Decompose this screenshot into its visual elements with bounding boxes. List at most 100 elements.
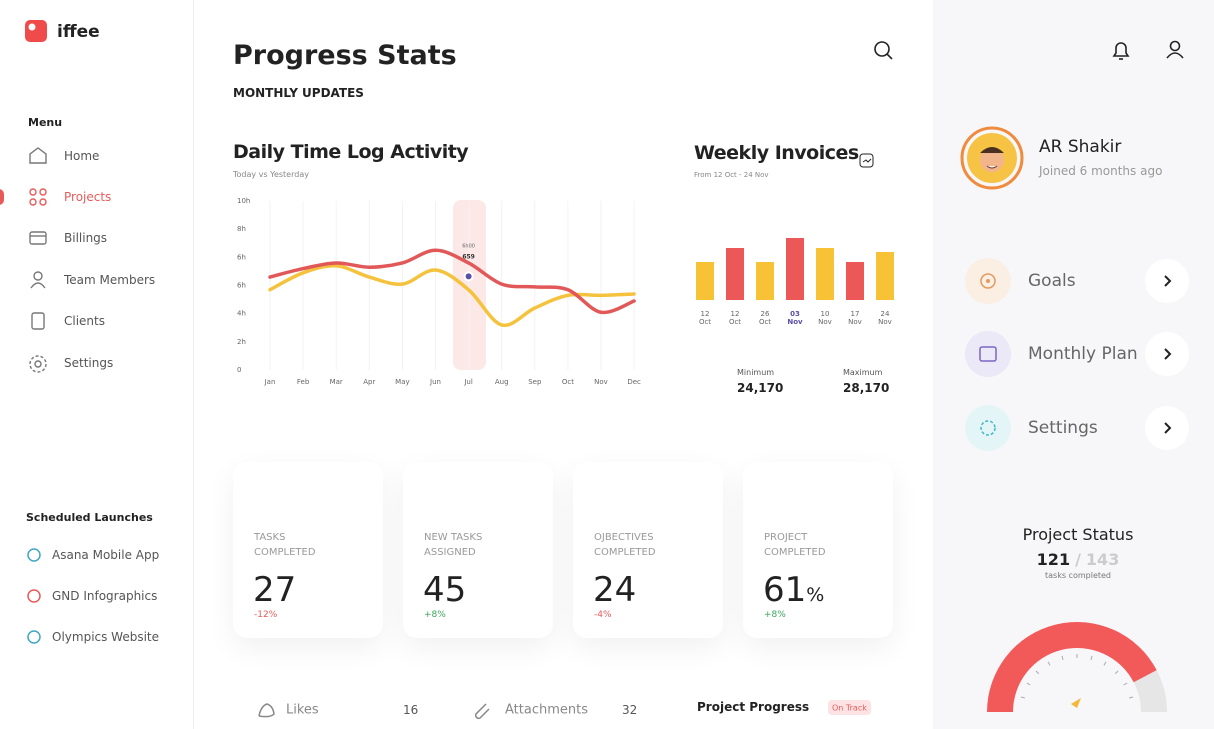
gauge-tick: [1035, 670, 1040, 675]
x-tick-label: Feb: [297, 378, 310, 386]
footer-icons: [258, 703, 490, 720]
y-tick-label: 2h: [237, 338, 246, 346]
launch-item[interactable]: GND Infographics: [52, 589, 158, 603]
x-tick-label: May: [395, 378, 409, 386]
bar-label: 24 Nov: [878, 310, 892, 326]
card-value: 24: [593, 570, 637, 610]
gauge-caption: tasks completed: [1045, 571, 1111, 580]
x-tick-label: Sep: [528, 378, 542, 386]
top-icons: [859, 40, 1184, 168]
gauge-tick: [1114, 670, 1119, 675]
line-series: [268, 263, 636, 328]
status-pill: [828, 700, 871, 715]
card-value: 27: [253, 570, 297, 610]
attachments-label: Attachments: [505, 702, 588, 718]
likes-count: 16: [403, 703, 419, 717]
stat-card: PROJECT COMPLETED 61% +8%: [743, 462, 893, 638]
card-label: NEW TASKS ASSIGNED: [424, 532, 483, 558]
menu-icons: [29, 147, 47, 373]
x-tick-label: Jun: [429, 378, 441, 386]
tooltip-value: 659: [462, 253, 475, 260]
avatar: [960, 126, 1024, 190]
gauge-numbers: 121/143: [1037, 550, 1120, 569]
tooltip-title: 6h00: [462, 243, 475, 249]
gauge-tick: [1129, 696, 1134, 699]
chart-subtitle: From 12 Oct - 24 Nov: [694, 171, 769, 179]
option-label[interactable]: Settings: [1028, 418, 1098, 438]
menu-item[interactable]: Projects: [64, 190, 112, 204]
card-change: +8%: [424, 610, 446, 620]
page-subtitle: MONTHLY UPDATES: [233, 86, 364, 100]
active-marker: [0, 189, 4, 205]
bar-label: 12 Oct: [698, 310, 712, 326]
card-value: 45: [423, 570, 467, 610]
bar-label: 17 Nov: [848, 310, 862, 326]
logo: [25, 20, 47, 42]
tooltip-point: [463, 271, 474, 282]
y-tick-label: 6h: [237, 282, 246, 290]
card-change: -12%: [254, 610, 278, 620]
launch-item[interactable]: Asana Mobile App: [52, 548, 160, 562]
option-label[interactable]: Monthly Plan: [1028, 344, 1138, 364]
chart-title: Daily Time Log Activity: [233, 141, 469, 163]
x-tick-label: Nov: [594, 378, 608, 386]
bar: [876, 252, 894, 300]
card-value: 61%: [763, 570, 825, 610]
card-change: +8%: [764, 610, 786, 620]
bar: [816, 248, 834, 300]
gauge-tick: [1047, 661, 1051, 666]
gauge-value: [987, 622, 1157, 712]
bar: [726, 248, 744, 300]
stat-card: TASKS COMPLETED 27 -12%: [233, 462, 383, 638]
bar: [756, 262, 774, 300]
gauge-value: 121: [1036, 550, 1071, 569]
attachments-count: 32: [622, 703, 638, 717]
y-tick-label: 10h: [237, 197, 250, 205]
progress-label: Project Progress: [697, 700, 810, 714]
y-tick-label: 4h: [237, 310, 246, 318]
bar-label: 12 Oct: [728, 310, 742, 326]
card-label: PROJECT COMPLETED: [764, 532, 826, 558]
menu-item[interactable]: Billings: [64, 231, 108, 245]
bar: [846, 262, 864, 300]
stat-label: Minimum: [737, 368, 775, 377]
menu-item[interactable]: Clients: [64, 314, 105, 328]
menu-title: Menu: [28, 116, 63, 129]
stat-card: NEW TASKS ASSIGNED 45 +8%: [403, 462, 553, 638]
launch-dot: [27, 630, 41, 644]
option-icons: [965, 258, 1189, 451]
y-tick-label: 8h: [237, 225, 246, 233]
option-label[interactable]: Goals: [1028, 271, 1076, 291]
launch-dot: [27, 548, 41, 562]
bar: [696, 262, 714, 300]
x-tick-label: Jul: [463, 378, 473, 386]
menu-item[interactable]: Team Members: [64, 273, 156, 287]
gauge-title: Project Status: [1022, 525, 1134, 544]
likes-label: Likes: [286, 702, 319, 718]
bar-label: 03 Nov: [787, 310, 803, 326]
card-label: TASKS COMPLETED: [254, 532, 316, 558]
gauge-max: 143: [1085, 550, 1120, 569]
gauge-needle: [1071, 698, 1081, 708]
profile-name: AR Shakir: [1039, 137, 1122, 157]
menu-item[interactable]: Settings: [64, 356, 114, 370]
x-tick-label: Mar: [330, 378, 343, 386]
card-change: -4%: [594, 610, 612, 620]
launch-item[interactable]: Olympics Website: [52, 630, 160, 644]
y-tick-label: 0: [237, 366, 241, 374]
launch-dot: [27, 589, 41, 603]
card-unit: %: [806, 584, 825, 606]
status-label: On Track: [832, 703, 867, 713]
chart-subtitle: Today vs Yesterday: [233, 170, 309, 179]
x-tick-label: Aug: [495, 378, 509, 386]
brand: iffee: [57, 22, 100, 42]
page-title: Progress Stats: [233, 40, 457, 71]
stat-value: 24,170: [737, 381, 784, 395]
x-tick-label: Jan: [264, 378, 276, 386]
line-series: [268, 248, 636, 315]
menu-item[interactable]: Home: [64, 149, 100, 163]
x-tick-label: Oct: [562, 378, 574, 386]
chart-title: Weekly Invoices: [694, 142, 859, 164]
launches-title: Scheduled Launches: [26, 511, 153, 524]
